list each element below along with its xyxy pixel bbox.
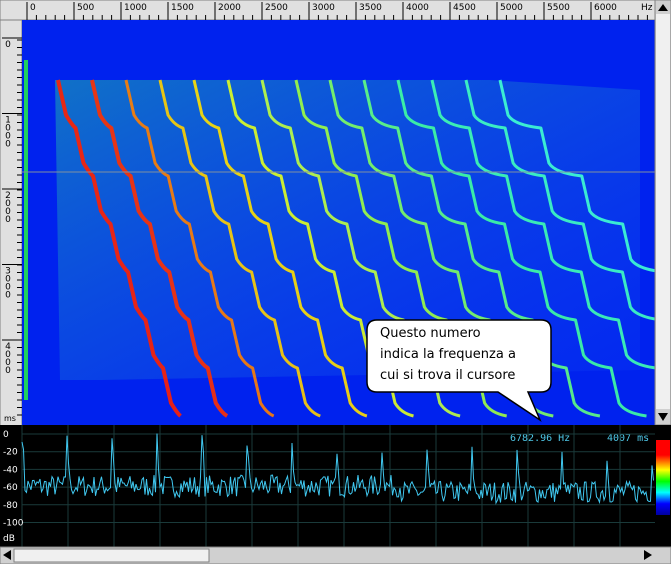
harmonic-streak: [124, 79, 275, 418]
frequency-label: 5000: [500, 3, 523, 13]
unit-label: ms: [4, 414, 16, 423]
db-label: -100: [3, 519, 24, 529]
harmonic-streak: [464, 79, 662, 322]
frequency-label: 4500: [453, 3, 476, 13]
frequency-label: 2000: [218, 3, 241, 13]
time-label: 0: [3, 40, 13, 48]
time-label: 3000: [3, 267, 13, 299]
harmonic-streak: [90, 79, 229, 418]
harmonic-streak: [498, 79, 664, 274]
frequency-label: 4000: [406, 3, 429, 13]
db-label: -80: [3, 501, 18, 511]
db-axis: dB 0 -20 -40 -60 -80 -100: [3, 430, 24, 544]
callout-text: indica la frequenza a: [380, 347, 516, 362]
harmonic-streak: [192, 79, 368, 418]
frequency-readout: 6782.96 Hz: [510, 433, 570, 444]
frequency-label: 3500: [359, 3, 382, 13]
db-label: 0: [3, 430, 9, 440]
time-readout: 4007 ms: [607, 433, 649, 444]
callout-text: Questo numero: [380, 326, 481, 341]
frequency-label: 5500: [547, 3, 570, 13]
unit-label: Hz: [641, 3, 653, 13]
time-ruler: ms 0 1000 2000 3000 4000: [0, 19, 23, 428]
db-label: -40: [3, 465, 18, 475]
harmonic-streak: [158, 79, 321, 418]
frequency-label: 2500: [265, 3, 288, 13]
callout: Questo numero indica la frequenza a cui …: [366, 319, 552, 423]
harmonic-streak: [396, 79, 647, 418]
callout-text: cui si trova il cursore: [380, 368, 515, 383]
db-label: -60: [3, 483, 18, 493]
time-label: 2000: [3, 191, 13, 223]
db-label: -20: [3, 448, 18, 458]
harmonic-streak: [56, 79, 182, 418]
frequency-label: 6000: [594, 3, 617, 13]
frequency-label: 3000: [312, 3, 335, 13]
harmonic-streak: [362, 79, 601, 418]
colorbar: [656, 440, 670, 515]
frequency-label: 500: [77, 3, 94, 13]
vertical-scrollbar[interactable]: [654, 0, 671, 426]
time-label: 1000: [3, 116, 13, 148]
frequency-label: 1500: [171, 3, 194, 13]
horizontal-scrollbar[interactable]: [0, 546, 671, 564]
frequency-ruler: Hz 0 500 1000 1500 2000 2500 3000 3500 4000 4500 5…: [0, 0, 656, 21]
spectrum-panel: 6782.96 Hz 4007 ms: [0, 425, 655, 547]
onset-band: [24, 60, 28, 400]
spectrum-trace: [21, 433, 654, 505]
frequency-label: 1000: [124, 3, 147, 13]
harmonic-streak: [430, 79, 656, 370]
unit-label: dB: [3, 534, 15, 544]
time-label: 4000: [3, 342, 13, 374]
frequency-label: 0: [30, 3, 36, 13]
